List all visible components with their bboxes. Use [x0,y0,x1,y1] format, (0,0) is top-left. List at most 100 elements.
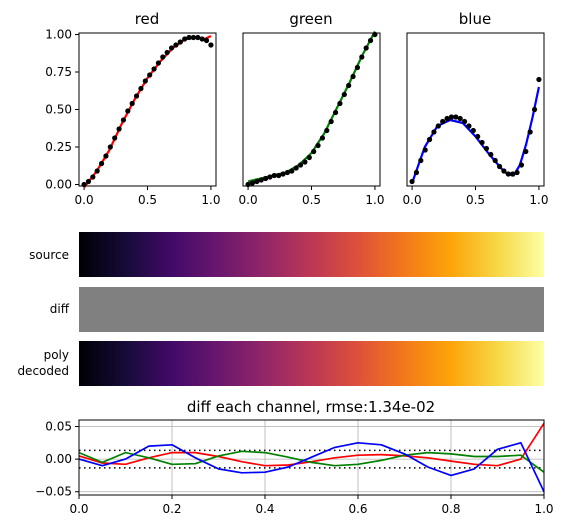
blue-data-point [431,129,437,135]
red-data-point [160,54,166,60]
diff-xtick-label: 0.2 [162,502,181,516]
diff-label: diff [50,302,70,316]
blue-xtick-label: 0.5 [466,193,485,207]
blue-data-point [531,106,538,113]
green-xtick-label: 0.0 [239,193,258,207]
red-data-point [151,66,157,72]
diff-plot-frame [78,419,545,496]
red-ytick-label: 0.75 [45,65,72,79]
blue-data-point [466,123,472,129]
green-data-point [254,178,260,185]
green-panel-title: green [289,10,332,28]
red-data-point [177,39,183,45]
green-data-point [293,165,299,171]
poly-decoded-label-line1: poly [44,348,69,362]
diff-ytick-label: −0.05 [35,485,72,499]
blue-data-point [475,133,481,140]
blue-data-point [510,171,516,177]
red-data-point [116,126,122,132]
green-data-point [297,162,304,168]
blue-data-point [518,162,525,168]
diff-series-line [78,441,545,493]
blue-panel-title: blue [459,10,491,28]
red-data-point [125,108,131,114]
diff-ytick-label: 0.00 [45,452,72,466]
red-data-point [195,34,201,41]
red-data-point [98,160,105,167]
red-data-point [199,36,205,42]
green-data-point [363,45,369,51]
diff-xtick-label: 0.8 [441,502,460,516]
red-xtick-label: 1.0 [201,193,220,207]
red-data-point [94,168,100,174]
blue-data-point [448,114,455,120]
red-data-point [182,36,188,42]
green-data-point [350,73,356,80]
red-data-point [168,45,175,51]
blue-data-point [523,148,529,155]
green-data-point [258,177,264,183]
diff-xtick-label: 0.4 [255,502,274,516]
red-data-point [208,42,214,48]
green-data-point [372,31,378,38]
red-data-point [138,85,144,92]
red-ytick-label: 0.25 [45,140,72,154]
blue-data-point [418,157,424,164]
green-data-point [359,54,365,60]
blue-data-point [536,76,542,83]
red-data-point [186,34,192,41]
green-data-point [328,118,334,125]
red-data-point [85,178,92,185]
green-data-point [332,109,339,116]
green-data-point [319,135,326,141]
red-data-point [120,117,127,123]
blue-panel-frame [406,32,545,187]
green-data-point [249,180,256,186]
green-data-point [341,91,347,98]
blue-data-point [470,127,476,134]
green-data-point [346,82,352,89]
diff-xtick-label: 1.0 [534,502,553,516]
green-data-point [311,148,317,155]
green-data-point [367,37,374,44]
green-data-point [276,172,282,179]
green-data-point [324,127,330,134]
red-data-point [129,100,135,107]
green-xtick-label: 1.0 [365,193,384,207]
red-data-point [155,60,162,66]
blue-data-point [492,157,498,164]
red-data-point [190,34,197,41]
diff-plot-title: diff each channel, rmse:1.34e-02 [187,398,435,416]
blue-data-point [479,139,485,146]
source-label: source [29,248,69,262]
diff-series-line [78,450,545,473]
source-strip [79,232,544,277]
red-data-point [173,42,179,48]
red-data-point [203,37,210,44]
red-data-point [90,174,96,180]
red-data-point [107,144,113,150]
blue-fit-line [411,86,540,184]
green-data-point [262,175,269,182]
red-data-point [147,72,153,78]
diff-ytick-label: 0.05 [45,420,72,434]
blue-data-point [461,118,468,125]
blue-xtick-label: 0.0 [403,193,422,207]
blue-xtick-label: 1.0 [529,193,548,207]
blue-data-point [422,147,428,153]
blue-data-point [488,151,494,158]
poly-decoded-label-line2: decoded [17,364,69,378]
green-fit-line [247,30,376,183]
red-data-point [164,49,170,56]
red-data-point [133,93,140,99]
blue-data-point [426,136,433,143]
blue-data-point [413,169,420,176]
green-data-point [280,171,286,177]
red-panel-title: red [135,10,160,28]
blue-data-point [435,123,441,129]
green-xtick-label: 0.5 [302,193,321,207]
blue-data-point [409,178,415,185]
green-data-point [306,154,312,161]
blue-data-point [505,171,511,177]
blue-data-point [514,169,520,176]
